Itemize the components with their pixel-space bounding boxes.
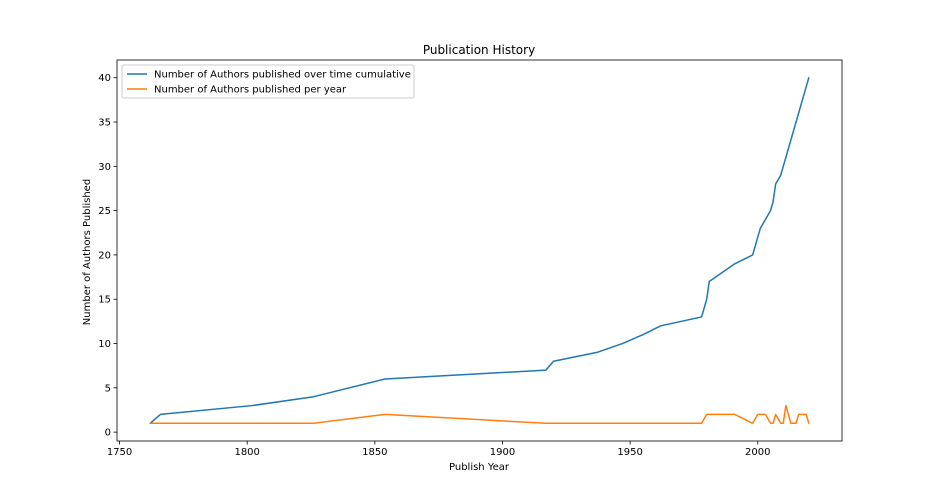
- x-tick-label: 1750: [107, 447, 132, 458]
- plot-area: [116, 59, 843, 442]
- x-tick-label: 1900: [490, 447, 515, 458]
- series-line-0: [149, 76, 810, 425]
- x-axis-label: Publish Year: [449, 462, 510, 473]
- x-tick-label: 1850: [362, 447, 387, 458]
- x-tick-label: 1800: [234, 447, 259, 458]
- y-tick-label: 0: [105, 428, 111, 439]
- y-axis-ticks: 0 5 10 15 20 25 30 35 40: [98, 73, 117, 439]
- x-tick-label: 2000: [745, 447, 770, 458]
- legend-label-per-year: Number of Authors published per year: [154, 85, 347, 96]
- y-tick-label: 5: [105, 383, 111, 394]
- legend-box: [121, 64, 415, 99]
- y-tick-label: 15: [98, 295, 111, 306]
- y-axis-label: Number of Authors Published: [82, 179, 93, 325]
- axes-frame: [116, 59, 843, 442]
- x-tick-label: 1950: [617, 447, 642, 458]
- legend-label-cumulative: Number of Authors published over time cu…: [154, 70, 411, 81]
- y-tick-label: 20: [98, 250, 111, 261]
- chart-title: Publication History: [423, 43, 535, 57]
- legend: Number of Authors published over time cu…: [121, 64, 415, 99]
- x-axis-ticks: 1750 1800 1850 1900 1950 2000: [107, 441, 770, 458]
- y-tick-label: 30: [98, 162, 111, 173]
- y-tick-label: 40: [98, 73, 111, 84]
- series-line-1: [149, 404, 810, 425]
- y-tick-label: 35: [98, 118, 111, 129]
- y-tick-label: 25: [98, 206, 111, 217]
- y-tick-label: 10: [98, 339, 111, 350]
